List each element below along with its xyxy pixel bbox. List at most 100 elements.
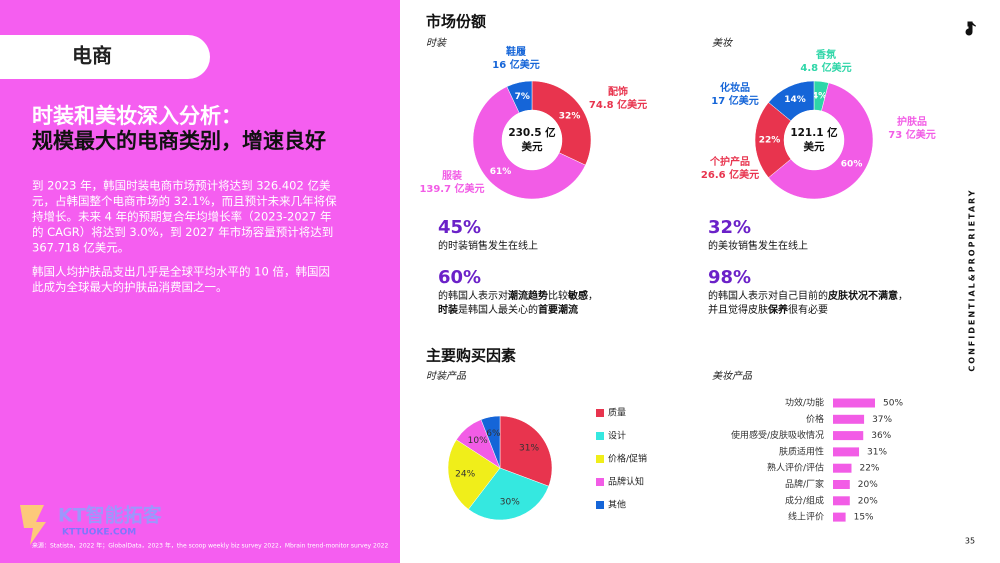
chart-subtitle: 美妆 — [712, 37, 734, 49]
stat-text-part: 的韩国人表示对 — [438, 289, 508, 302]
legend-label: 价格/促销 — [608, 453, 647, 465]
legend-label: 品牌认知 — [608, 476, 644, 488]
donut-center — [502, 110, 562, 170]
legend-label: 其他 — [608, 499, 626, 511]
center-label: 美元 — [804, 140, 825, 153]
amount-label: 73 亿美元 — [888, 128, 935, 141]
slice-label: 10% — [468, 436, 488, 446]
category-label: 服装 — [442, 169, 462, 182]
side-label: CONFIDENTIAL&PROPRIETARY — [968, 188, 977, 371]
left-panel — [0, 0, 400, 563]
bar — [833, 414, 865, 424]
value-label: 37% — [872, 415, 892, 425]
stat-text-part: ， — [898, 291, 908, 302]
category-label: 护肤品 — [897, 115, 927, 128]
category-label: 个护产品 — [709, 155, 750, 168]
category-label: 品牌/厂家 — [785, 478, 824, 490]
logo-icon — [20, 505, 46, 545]
value-label: 36% — [871, 431, 891, 441]
center-label: 美元 — [522, 140, 543, 153]
slice — [499, 415, 553, 487]
paragraph-line: 韩国人均护肤品支出几乎是全球平均水平的 10 倍，韩国因 — [32, 265, 330, 279]
stat-text: 的韩国人表示对潮流趋势比较敏感， — [438, 289, 598, 302]
paragraph-line: 的 CAGR）将达到 3.0%，到 2027 年市场容量预计将达到 — [32, 225, 333, 239]
bar — [833, 512, 846, 522]
center-label: 230.5 亿 — [508, 126, 556, 139]
category-label: 化妆品 — [720, 81, 750, 94]
stat-text-part: 潮流趋势 — [508, 289, 548, 302]
stat-text: 的韩国人表示对自己目前的皮肤状况不满意， — [708, 289, 908, 302]
section-title: 主要购买因素 — [426, 347, 516, 365]
stat-text-part: 皮肤状况不满意 — [827, 289, 898, 302]
value-label: 22% — [859, 464, 879, 474]
value-label: 31% — [867, 447, 887, 457]
category-label: 配饰 — [608, 85, 628, 98]
tag-box — [0, 35, 210, 79]
paragraph-line: 到 2023 年，韩国时装电商市场预计将达到 326.402 亿美 — [32, 179, 331, 193]
slice-label: 31% — [519, 443, 539, 453]
stat-text-part: 比较 — [548, 289, 568, 302]
slice-label: 4% — [812, 91, 827, 101]
slice-label: 32% — [559, 112, 581, 122]
amount-label: 26.6 亿美元 — [701, 168, 759, 181]
slice-label: 22% — [759, 136, 781, 146]
logo-name: KT智能拓客 — [58, 504, 163, 527]
category-label: 使用感受/皮肤吸收情况 — [731, 429, 824, 441]
bar — [833, 447, 860, 457]
category-label: 熟人评价/评估 — [767, 462, 824, 474]
slice — [480, 415, 501, 469]
amount-label: 17 亿美元 — [711, 94, 758, 107]
donut-center — [784, 110, 844, 170]
tiktok-logo — [965, 21, 977, 36]
slice — [447, 439, 501, 510]
category-label: 功效/功能 — [785, 397, 824, 409]
page-number: 35 — [965, 537, 975, 546]
legend-swatch — [596, 501, 604, 509]
bar — [833, 431, 864, 441]
stat-text-part: 的美妆销售发生在线上 — [708, 239, 808, 252]
center-label: 121.1 亿 — [790, 126, 838, 139]
chart-subtitle: 美妆产品 — [712, 370, 753, 382]
slice-label: 60% — [841, 159, 863, 169]
stat-text: 并且觉得皮肤保养很有必要 — [708, 303, 828, 316]
bar — [833, 496, 850, 506]
slice-label: 24% — [455, 470, 475, 480]
amount-label: 139.7 亿美元 — [419, 182, 484, 195]
chart-subtitle: 时装产品 — [426, 370, 467, 382]
slice-label: 6% — [486, 429, 501, 439]
heading: 规模最大的电商类别，增速良好 — [32, 129, 326, 153]
category-label: 香氛 — [816, 48, 836, 61]
amount-label: 74.8 亿美元 — [589, 98, 647, 111]
bar — [833, 398, 875, 408]
legend-swatch — [596, 432, 604, 440]
stat-text: 的美妆销售发生在线上 — [708, 239, 808, 252]
amount-label: 4.8 亿美元 — [800, 61, 851, 74]
value-label: 15% — [854, 513, 874, 523]
amount-label: 16 亿美元 — [492, 58, 539, 71]
paragraph-line: 367.718 亿美元。 — [32, 241, 129, 255]
stat-text-part: 的韩国人表示对自己目前的 — [708, 289, 828, 302]
stat-text-part: 敏感 — [567, 289, 588, 302]
stat-figure: 98% — [708, 267, 751, 288]
slice — [768, 82, 874, 200]
legend-swatch — [596, 478, 604, 486]
stat-text-part: 时装 — [438, 303, 458, 316]
legend-label: 设计 — [608, 430, 626, 442]
slice-label: 7% — [515, 92, 530, 102]
bar — [833, 480, 850, 489]
legend-swatch — [596, 455, 604, 463]
stat-text-part: ， — [588, 291, 598, 302]
logo-site: KTTUOKE.COM — [62, 528, 136, 538]
source: 来源：Statista，2022 年；GlobalData，2023 年，the… — [32, 542, 388, 550]
legend-label: 质量 — [608, 407, 626, 419]
section-title: 市场份额 — [426, 13, 486, 31]
value-label: 20% — [858, 480, 878, 490]
bar — [833, 463, 852, 473]
value-label: 50% — [883, 399, 903, 409]
category-label: 肤质适用性 — [779, 445, 824, 457]
category-label: 鞋履 — [506, 45, 526, 58]
stat-text: 的时装销售发生在线上 — [438, 239, 538, 252]
paragraph-line: 持增长。未来 4 年的预期复合年均增长率（2023-2027 年 — [32, 210, 331, 224]
stat-figure: 60% — [438, 267, 481, 288]
